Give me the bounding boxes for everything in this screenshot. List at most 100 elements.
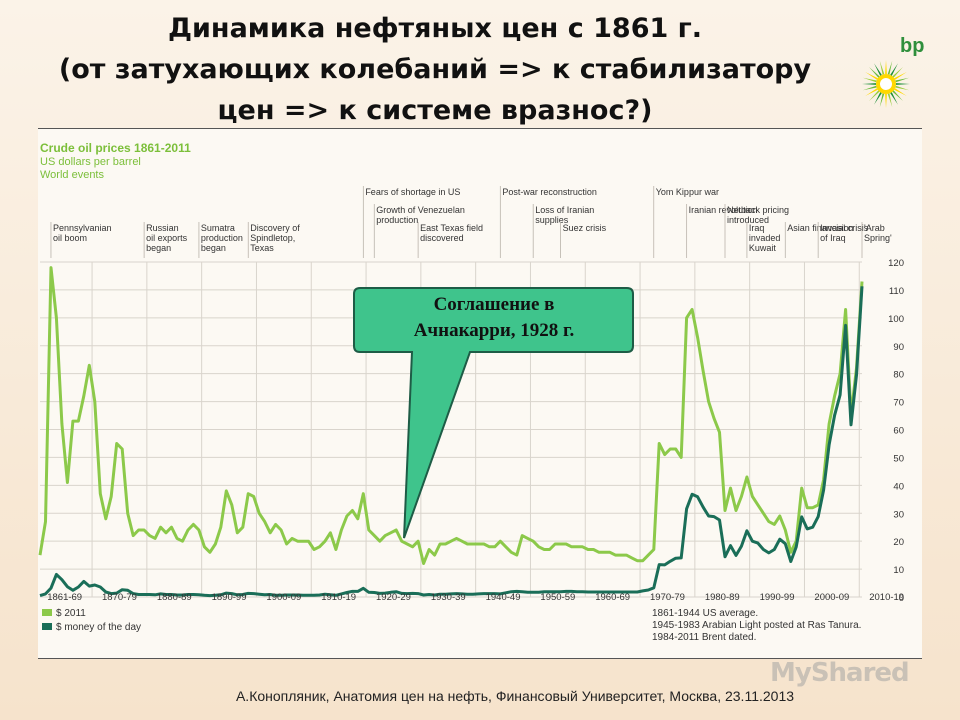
- legend-label: $ 2011: [56, 608, 86, 619]
- chart-subtitle-events: World events: [40, 169, 104, 181]
- callout-bubble: [353, 287, 634, 539]
- helios-icon: [862, 60, 910, 108]
- helios-ray: [887, 60, 893, 75]
- event-label: Invasion: [820, 223, 854, 233]
- helios-ray: [879, 93, 885, 108]
- event-label: Texas: [250, 243, 274, 253]
- y-tick-label: 40: [893, 481, 904, 492]
- helios-ray: [895, 77, 910, 83]
- slide-title: Динамика нефтяных цен с 1861 г. (от зату…: [0, 8, 870, 131]
- series-line-money-of-the-day: [39, 286, 864, 598]
- x-tick-label: 1960-69: [595, 592, 630, 603]
- event-label: began: [146, 243, 171, 253]
- event-label: Iraq: [749, 223, 765, 233]
- helios-ray: [890, 92, 898, 105]
- event-label: oil exports: [146, 233, 188, 243]
- event-label: began: [201, 243, 226, 253]
- event-label: Discovery of: [250, 223, 300, 233]
- event-label: Fears of shortage in US: [365, 187, 460, 197]
- helios-ray: [874, 63, 882, 76]
- x-tick-label: 1990-99: [760, 592, 795, 603]
- y-tick-label: 80: [893, 370, 904, 381]
- event-label: Growth of Venezuelan: [376, 205, 465, 215]
- source-note: 1984-2011 Brent dated.: [652, 632, 756, 643]
- footer-citation: А.Конопляник, Анатомия цен на нефть, Фин…: [235, 688, 795, 704]
- legend-swatch: [42, 623, 52, 630]
- x-tick-label: 1910-19: [321, 592, 356, 603]
- event-label: of Iraq: [820, 233, 846, 243]
- x-tick-label: 1970-79: [650, 592, 685, 603]
- callout-line-2: Ачнакарри, 1928 г.: [413, 320, 575, 341]
- x-tick-label: 1890-99: [212, 592, 247, 603]
- event-label: Asian financial crisis: [787, 223, 869, 233]
- event-label: production: [376, 215, 418, 225]
- helios-ray: [869, 90, 880, 101]
- event-label: Suez crisis: [563, 223, 607, 233]
- chart-legend: $ 2011 $ money of the day: [42, 608, 141, 633]
- chart-title: Crude oil prices 1861-2011: [40, 141, 191, 155]
- helios-ray: [879, 60, 885, 75]
- chart-notes: 1861-1944 US average.1945-1983 Arabian L…: [652, 608, 861, 643]
- helios-ray: [862, 85, 877, 91]
- slide-title-line-1: Динамика нефтяных цен с 1861 г.: [167, 13, 703, 44]
- legend-swatch: [42, 609, 52, 616]
- helios-ray: [865, 88, 878, 96]
- helios-ray: [862, 83, 877, 85]
- x-tick-label: 1900-09: [266, 592, 301, 603]
- event-label: supplies: [535, 215, 569, 225]
- y-tick-label: 70: [893, 398, 904, 409]
- x-tick-label: 2010-19: [869, 592, 904, 603]
- bottom-divider: [38, 658, 922, 659]
- x-tick-label: 1920-29: [376, 592, 411, 603]
- x-tick-label: 1950-59: [540, 592, 575, 603]
- top-divider: [38, 128, 922, 129]
- y-tick-label: 10: [893, 565, 904, 576]
- y-tick-label: 0: [899, 593, 904, 604]
- helios-ray: [887, 93, 893, 108]
- y-tick-label: 100: [888, 314, 904, 325]
- event-label: Sumatra: [201, 223, 235, 233]
- source-note: 1861-1944 US average.: [652, 608, 758, 619]
- event-label: Yom Kippur war: [656, 187, 719, 197]
- callout-text: Соглашение в Ачнакарри, 1928 г.: [355, 292, 633, 344]
- y-tick-label: 50: [893, 453, 904, 464]
- chart-panel: [38, 128, 922, 658]
- helios-ray: [865, 72, 878, 80]
- event-label: Spring': [864, 233, 892, 243]
- helios-ray: [885, 93, 887, 108]
- event-label: introduced: [727, 215, 769, 225]
- helios-ray: [892, 90, 903, 101]
- y-tick-label: 60: [893, 426, 904, 437]
- event-label: Kuwait: [749, 243, 777, 253]
- y-tick-label: 30: [893, 509, 904, 520]
- slide-title-line-3: цен => к системе вразнос?): [217, 95, 653, 126]
- bp-logo-text: bp: [900, 35, 924, 57]
- y-tick-label: 20: [893, 537, 904, 548]
- chart-series: [38, 266, 864, 598]
- legend-label: $ money of the day: [56, 622, 141, 633]
- y-tick-label: 90: [893, 342, 904, 353]
- helios-ray: [894, 88, 907, 96]
- helios-ray: [869, 67, 880, 78]
- event-label: Post-war reconstruction: [502, 187, 597, 197]
- helios-ray: [895, 83, 910, 85]
- helios-ray: [895, 85, 910, 91]
- source-note: 1945-1983 Arabian Light posted at Ras Ta…: [652, 620, 861, 631]
- helios-ray: [885, 60, 887, 75]
- event-label: Iranian revolution: [689, 205, 758, 215]
- bp-logo: bp: [862, 35, 924, 108]
- watermark: MyShared: [770, 658, 910, 688]
- x-tick-label: 1930-39: [431, 592, 466, 603]
- callout-line-1: Соглашение в: [433, 294, 555, 315]
- achnacarry-callout: [353, 287, 634, 539]
- x-tick-label: 1940-49: [486, 592, 521, 603]
- helios-ray: [862, 77, 877, 83]
- event-label: Loss of Iranian: [535, 205, 594, 215]
- event-label: East Texas field: [420, 223, 483, 233]
- helios-ray: [890, 63, 898, 76]
- event-label: discovered: [420, 233, 464, 243]
- event-label: Pennsylvanian: [53, 223, 112, 233]
- y-tick-label: 110: [889, 286, 904, 297]
